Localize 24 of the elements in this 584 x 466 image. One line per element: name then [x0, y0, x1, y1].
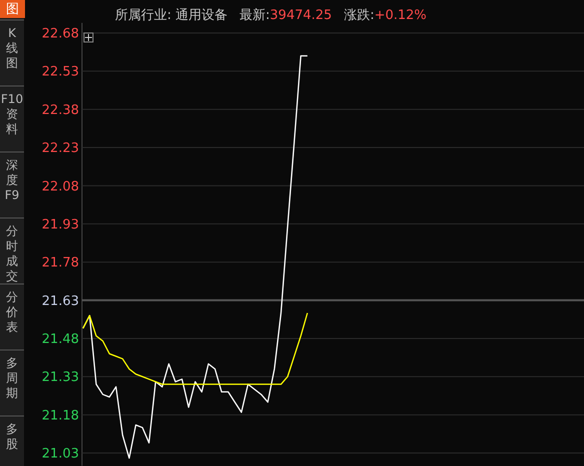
- y-tick-label: 22.23: [42, 141, 79, 156]
- y-tick-label: 21.63: [42, 294, 79, 309]
- y-tick-label: 21.03: [42, 446, 79, 462]
- text: 分价表: [5, 290, 18, 334]
- annotation: 涨跌:+0.12%: [344, 8, 427, 23]
- y-tick-label: 22.08: [42, 179, 79, 194]
- text: 深度F9: [4, 158, 20, 202]
- annotation: 最新:39474.25: [240, 8, 332, 23]
- y-tick-label: 22.53: [42, 64, 79, 80]
- y-tick-label: 21.78: [42, 256, 79, 271]
- y-tick-label: 21.18: [42, 408, 79, 424]
- line-series: [82, 312, 308, 385]
- y-tick-label: 22.38: [42, 102, 79, 118]
- annotation: 所属行业: 通用设备: [115, 8, 228, 23]
- text: K线图: [6, 26, 18, 70]
- text: 图: [6, 2, 19, 17]
- y-tick-label: 21.48: [42, 332, 79, 348]
- text: 分时成交: [6, 224, 18, 283]
- text: 多周期: [6, 356, 18, 400]
- text: 多股: [6, 422, 18, 451]
- text: F10资料: [0, 92, 24, 136]
- y-tick-label: 21.93: [42, 217, 79, 232]
- y-tick-label: 21.33: [42, 370, 79, 386]
- y-tick-label: 22.68: [42, 26, 79, 42]
